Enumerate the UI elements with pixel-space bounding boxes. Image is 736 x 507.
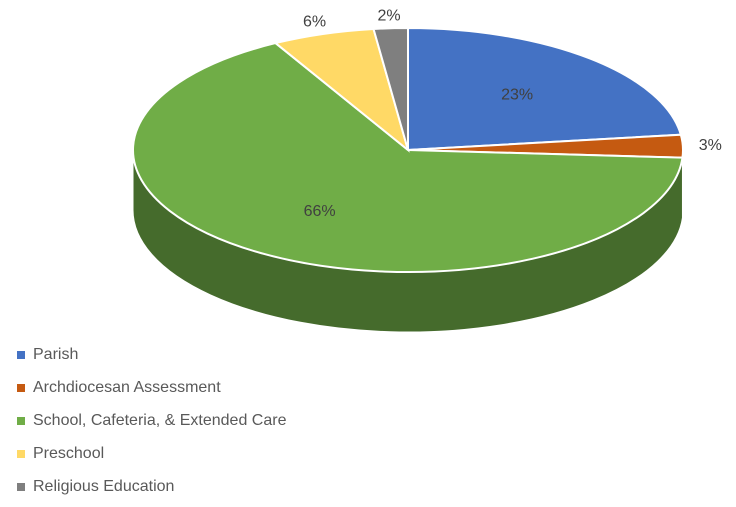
slice bbox=[372, 26, 409, 151]
slice bbox=[407, 26, 683, 152]
data-label: 6% bbox=[303, 14, 326, 31]
legend-swatch bbox=[17, 450, 25, 458]
legend-swatch bbox=[17, 384, 25, 392]
legend-swatch bbox=[17, 351, 25, 359]
data-label: 2% bbox=[377, 7, 400, 24]
legend-label: School, Cafeteria, & Extended Care bbox=[33, 412, 287, 429]
legend-swatch bbox=[17, 483, 25, 491]
slice bbox=[132, 42, 684, 273]
legend-label: Parish bbox=[33, 346, 78, 363]
legend-label: Archdiocesan Assessment bbox=[33, 379, 221, 396]
data-label: 66% bbox=[304, 203, 336, 220]
legend-swatch bbox=[17, 417, 25, 425]
data-label: 3% bbox=[699, 137, 722, 154]
legend-label: Preschool bbox=[33, 445, 104, 462]
data-label: 23% bbox=[501, 86, 533, 103]
legend-label: Religious Education bbox=[33, 478, 174, 495]
